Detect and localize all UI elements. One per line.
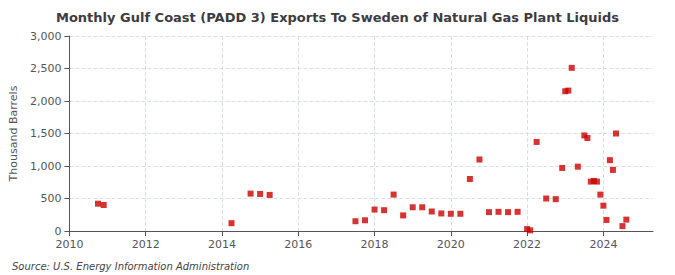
svg-text:2,000: 2,000 (30, 95, 62, 108)
svg-text:2016: 2016 (284, 238, 312, 251)
svg-text:500: 500 (40, 192, 61, 205)
svg-text:2024: 2024 (589, 238, 617, 251)
svg-text:2022: 2022 (513, 238, 541, 251)
svg-text:2012: 2012 (132, 238, 160, 251)
svg-text:3,000: 3,000 (30, 30, 62, 43)
svg-text:2018: 2018 (361, 238, 389, 251)
svg-text:Thousand Barrels: Thousand Barrels (7, 85, 20, 182)
svg-text:Monthly Gulf Coast (PADD 3) Ex: Monthly Gulf Coast (PADD 3) Exports To S… (56, 10, 619, 25)
svg-text:2014: 2014 (208, 238, 236, 251)
svg-text:Source: U.S. Energy Informatio: Source: U.S. Energy Information Administ… (12, 261, 249, 272)
svg-text:1,500: 1,500 (30, 127, 62, 140)
svg-text:1,000: 1,000 (30, 160, 62, 173)
svg-text:2,500: 2,500 (30, 62, 62, 75)
svg-text:0: 0 (54, 225, 61, 238)
svg-text:2010: 2010 (55, 238, 83, 251)
svg-text:2020: 2020 (437, 238, 465, 251)
